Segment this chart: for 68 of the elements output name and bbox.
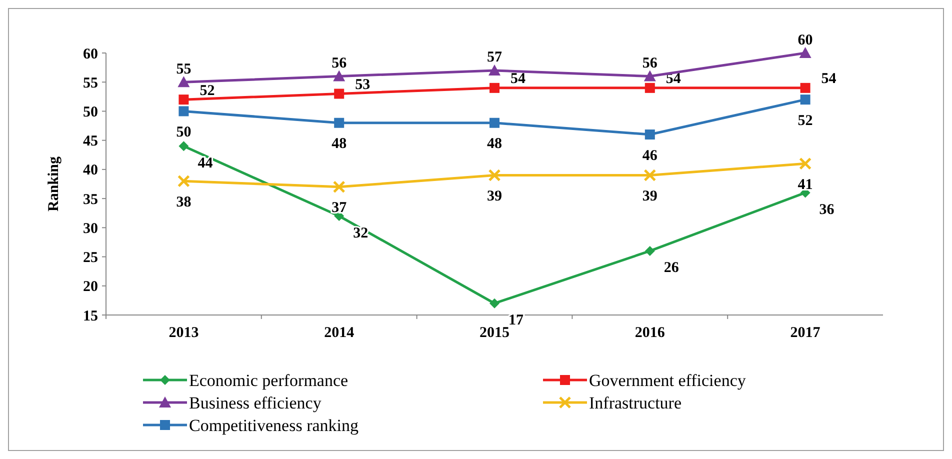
point: [334, 88, 344, 99]
data-label: 54: [510, 71, 526, 88]
y-tick-label: 35: [83, 192, 98, 208]
data-label: 37: [332, 200, 348, 216]
y-tick-label: 50: [83, 104, 98, 120]
data-label: 52: [798, 112, 813, 129]
data-label: 17: [508, 312, 524, 329]
y-tick-label: 55: [83, 75, 98, 92]
y-tick-label: 60: [83, 46, 98, 62]
y-tick-label: 25: [83, 250, 98, 266]
point: [490, 298, 500, 308]
data-label: 44: [198, 155, 214, 172]
x-tick-label: 2015: [480, 325, 510, 341]
x-tick-label: 2016: [634, 325, 666, 341]
data-label: 50: [176, 124, 192, 140]
point: [178, 141, 189, 152]
legend-label: Economic performance: [189, 370, 348, 390]
point: [644, 70, 656, 82]
point: [332, 180, 346, 194]
data-label: 56: [332, 56, 348, 72]
point: [644, 246, 655, 256]
data-label: 57: [487, 50, 502, 66]
point: [488, 169, 501, 182]
data-label: 60: [798, 32, 813, 48]
point: [490, 82, 500, 93]
legend-label: Infrastructure: [589, 393, 682, 412]
y-tick-label: 45: [83, 134, 98, 150]
point: [644, 130, 655, 140]
data-label: 36: [819, 202, 835, 218]
x-tick-label: 2014: [324, 325, 355, 341]
point: [799, 157, 812, 170]
point: [800, 94, 810, 105]
point: [800, 82, 810, 93]
data-label: 39: [642, 188, 658, 205]
point: [177, 174, 190, 188]
data-label: 53: [355, 77, 370, 94]
data-label: 48: [487, 136, 502, 152]
point: [799, 47, 812, 58]
point: [488, 64, 500, 76]
point: [333, 70, 346, 82]
point: [644, 169, 656, 182]
point: [178, 76, 190, 88]
data-label: 46: [642, 148, 658, 164]
data-label: 54: [821, 71, 837, 88]
point: [490, 118, 500, 128]
y-tick-label: 30: [83, 220, 98, 237]
data-label: 48: [332, 136, 347, 152]
x-tick-label: 2013: [168, 325, 199, 341]
point: [644, 82, 655, 93]
y-axis-title: Ranking: [46, 156, 62, 212]
data-label: 56: [642, 56, 658, 72]
legend-label: Government efficiency: [589, 370, 746, 390]
data-label: 39: [487, 188, 502, 205]
point: [334, 118, 344, 128]
y-tick-label: 20: [83, 279, 98, 296]
y-tick-label: 15: [83, 308, 98, 324]
legend-label: Competitiveness ranking: [189, 416, 359, 435]
data-label: 32: [353, 225, 368, 242]
data-label: 38: [176, 194, 192, 210]
point: [178, 94, 189, 105]
data-label: 52: [200, 82, 215, 99]
point: [178, 106, 189, 116]
legend-label: Business efficiency: [189, 393, 322, 412]
x-tick-label: 2017: [790, 325, 821, 341]
data-label: 26: [664, 260, 680, 276]
data-label: 41: [798, 176, 813, 193]
y-tick-label: 40: [83, 162, 98, 179]
data-label: 55: [176, 61, 192, 78]
